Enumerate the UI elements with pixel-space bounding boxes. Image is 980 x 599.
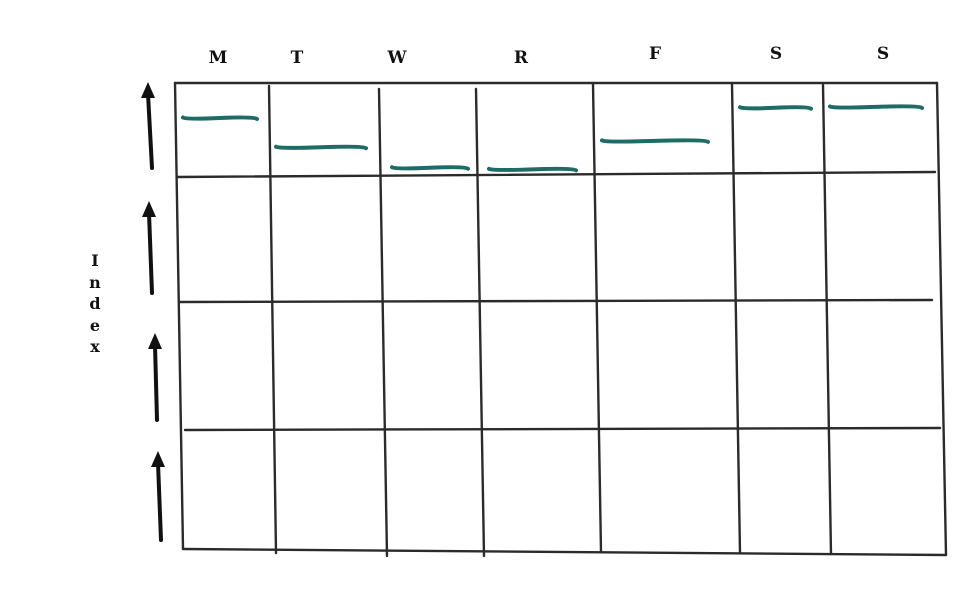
grid-column-divider-1	[267, 84, 278, 555]
row-arrow-head	[142, 201, 156, 217]
level-marker-2	[274, 144, 368, 151]
grid-column-divider-3	[474, 87, 486, 558]
row-arrow-shaft	[147, 211, 154, 295]
level-marker-1	[181, 115, 259, 121]
grid-bottom-border	[181, 547, 948, 557]
row-arrow-head	[141, 82, 155, 98]
grid-column-divider-5	[730, 82, 742, 555]
column-label-tuesday: T	[290, 48, 304, 68]
row-arrow-head	[151, 451, 165, 467]
row-arrow-shaft	[146, 92, 154, 170]
y-axis-label: Index	[89, 251, 101, 356]
column-label-saturday: S	[769, 44, 783, 64]
column-label-sunday: S	[876, 44, 890, 64]
column-label-friday: F	[648, 44, 662, 64]
level-markers	[181, 104, 924, 173]
row-arrow-shaft	[156, 461, 163, 542]
column-label-monday: M	[208, 48, 228, 68]
row-arrows	[141, 82, 165, 542]
grid-left-border	[173, 81, 185, 551]
level-marker-7	[828, 104, 924, 110]
column-label-thursday: R	[513, 48, 529, 68]
grid-right-border	[935, 81, 948, 557]
row-arrow-4	[151, 451, 165, 542]
grid-row-divider-1	[175, 170, 937, 179]
grid-row-divider-2	[177, 298, 934, 304]
grid-row-divider-3	[183, 426, 942, 432]
grid-column-divider-6	[821, 83, 833, 556]
grid-lines	[173, 81, 948, 558]
row-arrow-3	[148, 333, 162, 422]
level-marker-3	[390, 165, 470, 171]
row-arrow-2	[142, 201, 156, 295]
grid-column-divider-4	[591, 82, 603, 554]
level-marker-4	[487, 166, 578, 173]
level-marker-5	[600, 138, 710, 144]
column-label-wednesday: W	[387, 48, 407, 68]
row-arrow-head	[148, 333, 162, 349]
row-arrow-1	[141, 82, 155, 170]
grid-column-divider-2	[377, 87, 389, 558]
level-marker-6	[738, 105, 813, 111]
row-arrow-shaft	[153, 343, 159, 422]
